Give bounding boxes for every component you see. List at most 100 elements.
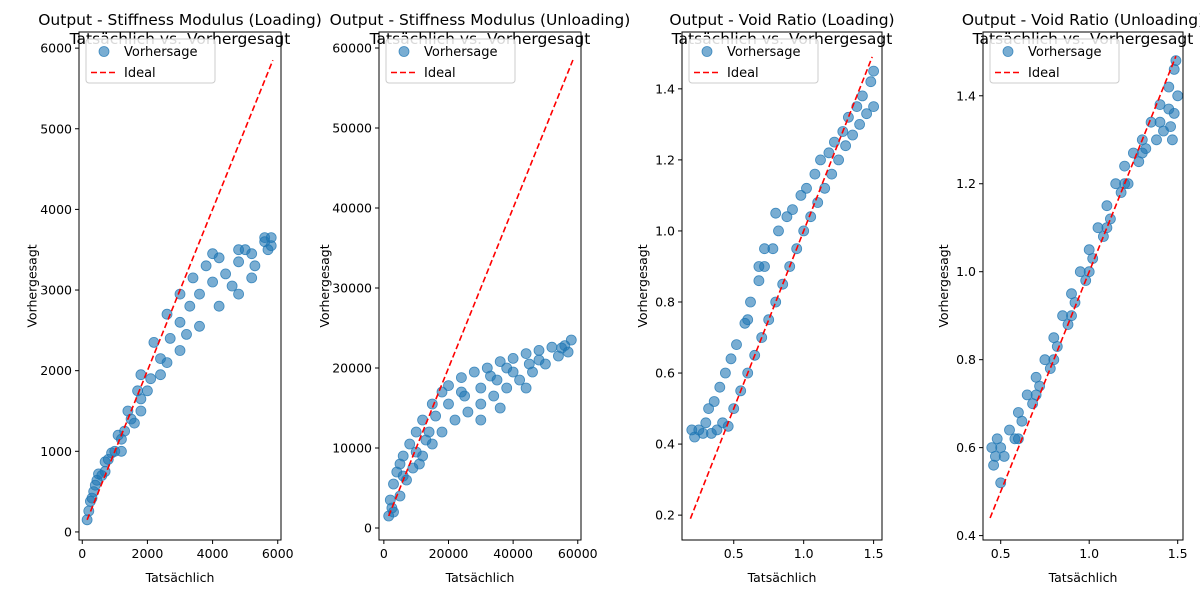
y-tick-label: 0.8 [956, 352, 976, 367]
axes-frame [982, 31, 1184, 541]
scatter-point [781, 211, 793, 223]
scatter-point [501, 362, 513, 374]
x-tick-label: 1.0 [1079, 546, 1099, 561]
legend-box [85, 38, 216, 84]
scatter-point [1163, 103, 1175, 115]
y-tick-label: 4000 [40, 202, 72, 217]
scatter-point [1119, 160, 1130, 172]
scatter-point [397, 450, 409, 462]
scatter-point [233, 288, 245, 300]
scatter-point [801, 182, 812, 194]
scatter-point [770, 207, 782, 219]
scatter-point [194, 320, 205, 332]
y-tick-label: 3000 [40, 283, 72, 298]
scatter-point [436, 426, 448, 438]
scatter-point [787, 204, 798, 216]
scatter-point [720, 367, 731, 379]
scatter-point [207, 248, 219, 260]
scatter-point [988, 459, 999, 471]
ideal-line [387, 59, 574, 517]
scatter-point [861, 108, 872, 120]
plot-area [686, 56, 879, 519]
scatter-point [135, 405, 147, 417]
scatter-point [1110, 178, 1122, 190]
x-axis-label: Tatsächlich [747, 570, 817, 585]
scatter-point [462, 406, 474, 418]
scatter-point [468, 366, 480, 378]
scatter-point [1057, 310, 1068, 322]
scatter-point [132, 385, 144, 397]
axes-frame [378, 31, 582, 541]
scatter-point [1167, 134, 1178, 146]
scatter-point [249, 260, 261, 272]
scatter-point [533, 344, 545, 356]
scatter-point [164, 332, 176, 344]
scatter-point [1101, 200, 1113, 212]
chart-1: 0 2000 4000 6000 0 1000 2000 3000 4000 5000 6000 Ta… [25, 11, 322, 585]
scatter-point [213, 300, 225, 312]
scatter-point [565, 334, 577, 346]
scatter-point [426, 398, 438, 410]
legend-label: Vorhersage [727, 45, 801, 60]
legend-label: Ideal [727, 66, 759, 81]
scatter-point [753, 261, 765, 272]
chart-title-line: Output - Stiffness Modulus (Loading) [38, 11, 322, 29]
x-axis-label: Tatsächlich [1048, 570, 1118, 585]
y-tick-label: 0 [64, 524, 72, 539]
scatter-point [1101, 222, 1113, 234]
scatter-point [475, 382, 487, 394]
legend-label: Ideal [1028, 66, 1060, 81]
scatter-point [207, 276, 219, 288]
scatter-point [475, 398, 487, 410]
y-tick-label: 0.4 [655, 437, 675, 452]
scatter-point [773, 225, 784, 237]
x-axis-label: Tatsächlich [145, 570, 215, 585]
scatter-point [494, 402, 506, 414]
scatter-point [265, 232, 277, 244]
y-tick-label: 0 [364, 521, 372, 536]
y-tick-label: 1.2 [655, 152, 675, 167]
scatter-point [759, 243, 770, 255]
scatter-point [394, 490, 406, 502]
x-tick-label: 2000 [132, 546, 164, 561]
scatter-point [1145, 116, 1157, 128]
scatter-point [475, 414, 487, 426]
x-tick-label: 0.5 [724, 546, 744, 561]
scatter-point [1172, 90, 1183, 102]
legend-box [688, 38, 819, 84]
y-tick-label: 1.4 [956, 88, 976, 103]
scatter-point [423, 426, 435, 438]
scatter-point [556, 342, 567, 354]
scatter-point [488, 390, 500, 402]
y-tick-label: 1.0 [956, 264, 976, 279]
scatter-point [1048, 354, 1060, 366]
legend-marker-scatter [1002, 46, 1014, 57]
legend-box [989, 38, 1120, 84]
x-tick-label: 1.5 [1168, 546, 1188, 561]
scatter-point [174, 345, 186, 356]
x-tick-label: 0 [78, 546, 86, 561]
scatter-point [745, 296, 756, 308]
scatter-point [455, 372, 467, 384]
scatter-point [262, 244, 274, 256]
plot-area [986, 55, 1183, 519]
chart-3: 0.5 1.0 1.5 0.2 0.4 0.6 0.8 1.0 1.2 1.4 Tatsächlic… [635, 11, 894, 585]
legend-label: Vorhersage [1028, 45, 1102, 60]
y-tick-label: 0.6 [956, 440, 976, 455]
scatter-point [413, 458, 425, 470]
scatter-point [220, 268, 232, 280]
scatter-point [88, 486, 100, 498]
legend-label: Ideal [124, 66, 156, 81]
x-tick-label: 60000 [558, 546, 598, 561]
y-tick-label: 20000 [332, 361, 372, 376]
scatter-point [868, 101, 879, 112]
scatter-point [1039, 354, 1051, 366]
y-tick-label: 30000 [332, 281, 372, 296]
x-tick-label: 6000 [262, 546, 294, 561]
scatter-point [1154, 116, 1166, 128]
y-tick-label: 10000 [332, 441, 372, 456]
y-tick-label: 2000 [40, 363, 72, 378]
scatter-point [1128, 147, 1139, 159]
scatter-point [410, 426, 422, 438]
legend-label: Ideal [424, 66, 456, 81]
